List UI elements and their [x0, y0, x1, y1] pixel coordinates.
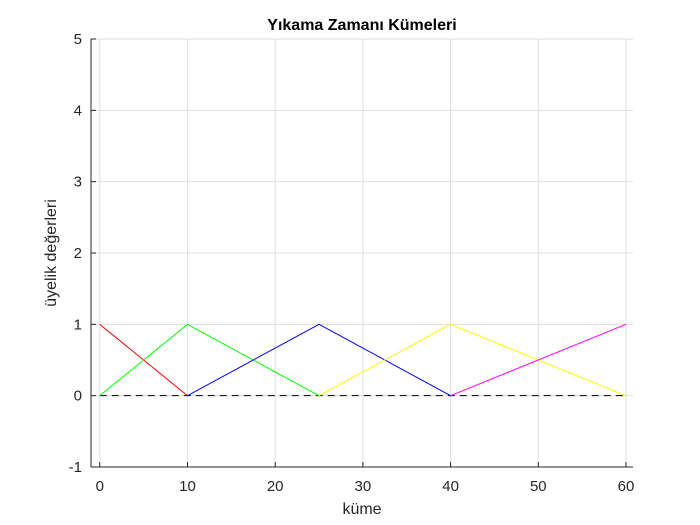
y-tick-label: 2 [74, 245, 82, 262]
chart-title: Yıkama Zamanı Kümeleri [267, 17, 456, 34]
series-line-2 [99, 323, 320, 397]
y-tick-label: 3 [74, 174, 82, 191]
x-tick-label: 50 [530, 478, 547, 495]
x-tick-label: 30 [355, 478, 372, 495]
y-tick-label: 1 [74, 316, 82, 333]
y-tick-label: 5 [74, 31, 82, 48]
series-line-5 [450, 323, 627, 397]
tick-labels: 0 10 20 30 40 50 60 -1 0 1 2 3 4 5 [69, 31, 635, 495]
series-line-4 [318, 323, 627, 397]
y-tick-label: -1 [69, 459, 82, 476]
x-tick-label: 60 [618, 478, 635, 495]
series-group [99, 323, 627, 397]
x-tick-label: 40 [442, 478, 459, 495]
y-tick-label: 0 [74, 388, 82, 405]
x-tick-label: 0 [96, 478, 104, 495]
series-line-3 [187, 323, 451, 397]
x-tick-label: 10 [179, 478, 196, 495]
x-tick-label: 20 [267, 478, 284, 495]
axes [90, 38, 633, 468]
y-tick-label: 4 [74, 102, 82, 119]
x-axis-label: küme [342, 501, 381, 518]
y-axis-label: üyelik değerleri [43, 199, 60, 307]
